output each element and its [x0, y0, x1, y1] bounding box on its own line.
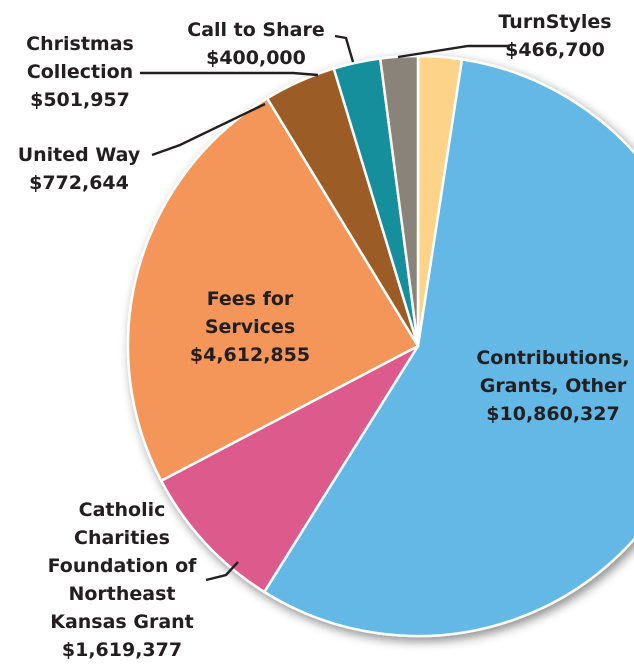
leader-lines: [140, 34, 510, 582]
leader-christmas: [140, 71, 319, 77]
label-christmas-line-3: $501,957: [30, 89, 130, 111]
label-turnstyles: TurnStyles $466,700: [498, 11, 611, 61]
label-united-way-line-1: United Way: [18, 144, 141, 166]
label-turnstyles-line-2: $466,700: [505, 39, 605, 61]
label-united-way: United Way $772,644: [18, 144, 141, 194]
leader-united-way: [151, 102, 266, 157]
pie-slice-catholic-charities-foundation-of-northeast-kansas-grant: [159, 344, 420, 594]
label-contributions-line-2: Grants, Other: [480, 375, 627, 397]
label-contributions-line-3: $10,860,327: [486, 403, 619, 425]
label-contributions-line-1: Contributions,: [476, 347, 629, 369]
label-catholic-line-5: Kansas Grant: [50, 611, 194, 633]
label-fees: Fees for Services $4,612,855: [190, 288, 310, 366]
label-call-to-share-line-2: $400,000: [206, 47, 306, 69]
leader-turnstyles: [397, 44, 510, 59]
pie-slices: [126, 54, 634, 638]
label-contributions: Contributions, Grants, Other $10,860,327: [476, 347, 629, 425]
label-catholic-line-1: Catholic: [79, 499, 166, 521]
label-catholic-line-3: Foundation of: [48, 555, 198, 577]
label-catholic-line-4: Northeast: [68, 583, 175, 605]
label-christmas-line-2: Collection: [27, 61, 133, 83]
label-catholic-line-2: Charities: [74, 527, 170, 549]
label-fees-line-3: $4,612,855: [190, 344, 310, 366]
label-catholic-line-6: $1,619,377: [62, 639, 182, 661]
pie-slice-fees-for-services: [126, 97, 420, 482]
pie-slice-contributions-grants-other: [263, 58, 634, 638]
label-call-to-share: Call to Share $400,000: [187, 19, 324, 69]
leader-catholic: [205, 561, 239, 582]
label-fees-line-2: Services: [205, 316, 295, 338]
leader-call-to-share: [334, 34, 355, 63]
label-call-to-share-line-1: Call to Share: [187, 19, 324, 41]
label-catholic: Catholic Charities Foundation of Northea…: [48, 499, 198, 661]
label-christmas-line-1: Christmas: [26, 33, 134, 55]
label-christmas: Christmas Collection $501,957: [26, 33, 134, 111]
label-turnstyles-line-1: TurnStyles: [498, 11, 611, 33]
label-united-way-line-2: $772,644: [29, 172, 129, 194]
label-fees-line-1: Fees for: [207, 288, 294, 310]
